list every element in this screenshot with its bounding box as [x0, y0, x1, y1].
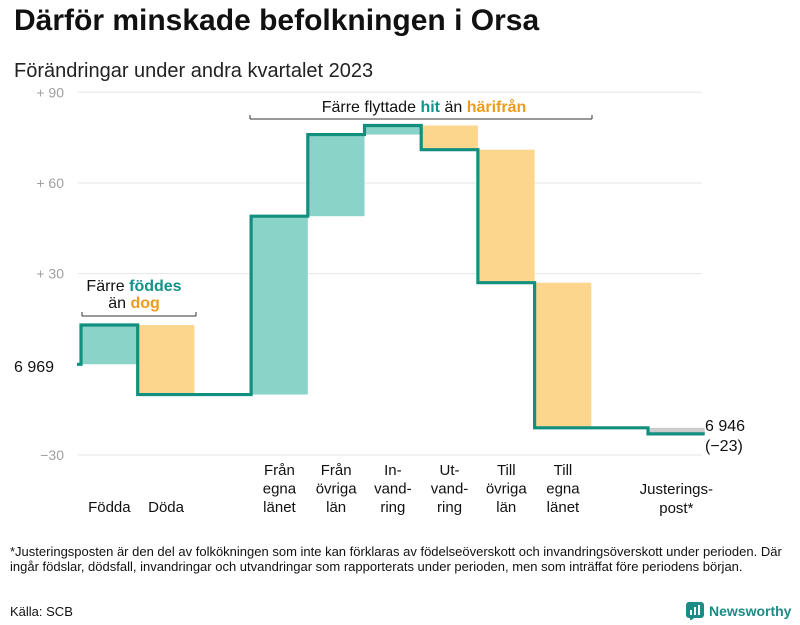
step-line	[77, 123, 705, 436]
footnote: *Justeringsposten är den del av folkökni…	[10, 544, 782, 574]
x-tick-label: länet	[263, 499, 296, 516]
y-tick-label: + 30	[36, 266, 64, 282]
x-tick-label: Till	[554, 462, 573, 479]
births-annotation-highlight: föddes	[129, 278, 182, 295]
bar	[137, 325, 195, 395]
births-annotation-line2: än dog	[108, 295, 160, 312]
annotations: Färre föddes än dog Färre flyttade hit ä…	[81, 98, 593, 317]
bar	[648, 427, 705, 434]
x-tick-label: egna	[546, 481, 580, 498]
x-tick-label: övriga	[316, 481, 358, 498]
newsworthy-logo-icon	[686, 602, 704, 620]
series-line	[77, 123, 705, 436]
brand-logo: Newsworthy	[686, 602, 791, 620]
end-change-label: (−23)	[705, 438, 743, 455]
x-tick-label: övriga	[486, 481, 528, 498]
page-title: Därför minskade befolkningen i Orsa	[14, 4, 540, 37]
births-annotation-pre2: än	[108, 295, 126, 312]
x-tick-label: länet	[547, 499, 580, 516]
gridlines	[78, 91, 702, 456]
x-axis-labels: Födda DödaFrånegnalänetFrånövrigalänIn-va…	[88, 462, 713, 517]
x-tick-label: Födda	[88, 499, 131, 516]
bar	[251, 216, 308, 395]
end-value-label: 6 946	[705, 418, 745, 435]
deaths-annotation-highlight: dog	[130, 295, 159, 312]
x-tick-label: ring	[437, 499, 462, 516]
bar	[307, 134, 365, 217]
x-tick-label: Justerings-	[640, 481, 713, 498]
bar	[477, 149, 535, 283]
brand-name: Newsworthy	[709, 603, 792, 619]
bars	[81, 125, 705, 434]
x-tick-label: Från	[321, 462, 352, 479]
y-tick-label: + 60	[36, 175, 64, 191]
x-tick-label: ring	[380, 499, 405, 516]
x-tick-label: Döda	[148, 499, 185, 516]
births-annotation-line1: Färre föddes	[86, 278, 181, 295]
moves-annotation-hit: hit	[420, 99, 440, 116]
x-tick-label: län	[496, 499, 516, 516]
bar	[534, 282, 592, 428]
y-tick-label: + 90	[36, 84, 64, 100]
start-value-label: 6 969	[14, 359, 54, 376]
bar	[364, 125, 422, 135]
x-tick-label: egna	[263, 481, 297, 498]
x-tick-label: Till	[497, 462, 516, 479]
moves-annotation: Färre flyttade hit än härifrån	[322, 98, 527, 116]
x-tick-label: län	[326, 499, 346, 516]
x-tick-label: In-	[384, 462, 402, 479]
moves-annotation-harifran: härifrån	[467, 98, 527, 116]
y-tick-label: −30	[40, 447, 64, 463]
bar	[81, 325, 138, 365]
y-axis-ticks: + 90 + 60 + 30 −30	[36, 84, 64, 463]
x-tick-label: Ut-	[440, 462, 460, 479]
x-tick-label: vand-	[431, 481, 469, 498]
bar	[421, 125, 478, 150]
source-label: Källa: SCB	[10, 604, 73, 619]
births-annotation-pre: Färre	[86, 278, 124, 295]
x-tick-label: vand-	[374, 481, 412, 498]
waterfall-chart: + 90+ 60+ 30−30 Födda DödaFrånegnalänetFr…	[14, 84, 745, 517]
x-tick-label: Från	[264, 462, 295, 479]
chart-subtitle: Förändringar under andra kvartalet 2023	[14, 60, 374, 82]
x-tick-label: post*	[659, 500, 693, 517]
moves-annotation-pre: Färre flyttade	[322, 99, 416, 116]
moves-annotation-mid: än	[444, 99, 462, 116]
